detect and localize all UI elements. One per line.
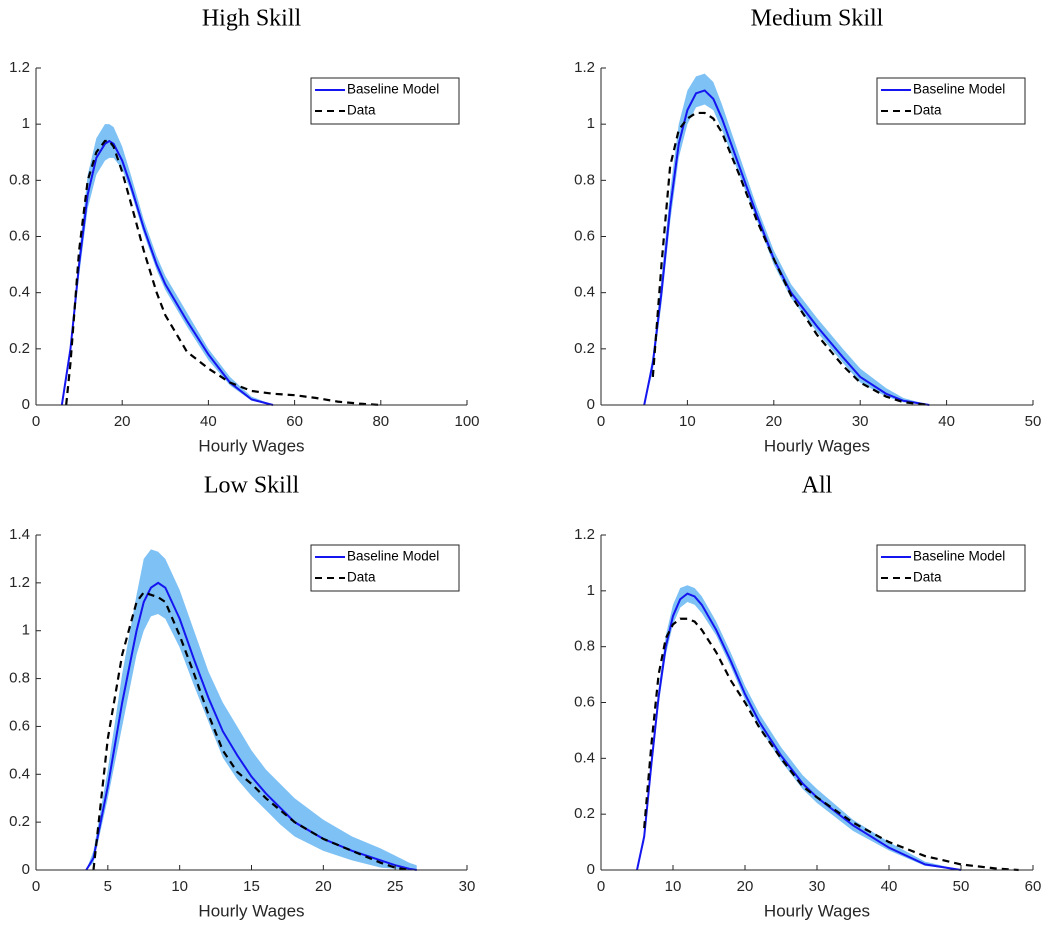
x-tick-label: 60 — [286, 413, 303, 430]
legend-label: Baseline Model — [913, 82, 1005, 97]
x-tick-label: 20 — [765, 413, 782, 430]
y-tick-label: 0.8 — [9, 171, 30, 188]
x-tick-label: 50 — [1025, 413, 1042, 430]
x-axis-label: Hourly Wages — [198, 901, 304, 920]
legend-box — [876, 77, 1026, 125]
y-tick-label: 1.2 — [9, 574, 30, 591]
y-tick-label: 1 — [587, 115, 595, 132]
confidence-band — [637, 585, 961, 870]
legend-label: Data — [913, 103, 942, 118]
series-line — [60, 139, 274, 406]
x-tick-label: 5 — [104, 878, 112, 895]
x-tick-label: 60 — [1025, 878, 1042, 895]
x-tick-label: 0 — [597, 878, 605, 895]
y-tick-label: 0.2 — [9, 340, 30, 357]
y-tick-label: 1.2 — [574, 526, 595, 543]
x-axis-label: Hourly Wages — [764, 901, 870, 920]
x-tick-label: 25 — [387, 878, 404, 895]
y-tick-label: 0.2 — [574, 805, 595, 822]
x-tick-label: 80 — [372, 413, 389, 430]
y-tick-label: 1 — [587, 582, 595, 599]
y-tick-label: 0.4 — [9, 284, 30, 301]
x-tick-label: 30 — [852, 413, 869, 430]
y-tick-label: 0.8 — [574, 638, 595, 655]
x-axis-label: Hourly Wages — [764, 436, 870, 455]
x-tick-label: 100 — [454, 413, 479, 430]
x-tick-label: 0 — [32, 413, 40, 430]
series-line — [643, 89, 930, 406]
x-tick-label: 20 — [114, 413, 131, 430]
y-tick-label: 1.2 — [9, 59, 30, 76]
y-tick-label: 0 — [587, 396, 595, 413]
legend-label: Baseline Model — [347, 82, 439, 97]
y-tick-label: 0.6 — [9, 717, 30, 734]
y-tick-label: 1.2 — [574, 59, 595, 76]
y-tick-label: 0.6 — [9, 227, 30, 244]
y-tick-label: 0.2 — [9, 813, 30, 830]
x-axis-label: Hourly Wages — [198, 436, 304, 455]
y-tick-label: 0 — [22, 861, 30, 878]
x-tick-label: 0 — [597, 413, 605, 430]
chart-title: All — [802, 473, 833, 499]
y-tick-label: 1.4 — [9, 526, 30, 543]
y-tick-label: 0.6 — [574, 693, 595, 710]
legend-box — [310, 77, 460, 125]
x-tick-label: 30 — [809, 878, 826, 895]
y-tick-label: 0.4 — [574, 284, 595, 301]
y-tick-label: 0.6 — [574, 227, 595, 244]
x-tick-label: 40 — [200, 413, 217, 430]
x-tick-label: 20 — [737, 878, 754, 895]
x-tick-label: 40 — [881, 878, 898, 895]
x-tick-label: 40 — [938, 413, 955, 430]
x-tick-label: 10 — [665, 878, 682, 895]
legend-box — [876, 544, 1026, 592]
legend-label: Data — [347, 103, 376, 118]
legend-label: Data — [347, 570, 376, 585]
y-tick-label: 0.4 — [9, 765, 30, 782]
series-line — [651, 111, 930, 407]
confidence-band — [86, 549, 417, 870]
x-tick-label: 15 — [243, 878, 260, 895]
chart-title: Medium Skill — [751, 6, 884, 32]
x-tick-label: 50 — [953, 878, 970, 895]
y-tick-label: 0.8 — [574, 171, 595, 188]
chart-title: High Skill — [202, 6, 302, 32]
series-line — [636, 592, 962, 871]
series-line — [92, 591, 410, 872]
y-tick-label: 0 — [22, 396, 30, 413]
x-tick-label: 10 — [679, 413, 696, 430]
series-line — [643, 617, 1019, 872]
y-tick-label: 0.2 — [574, 340, 595, 357]
x-tick-label: 10 — [171, 878, 188, 895]
y-tick-label: 1 — [22, 115, 30, 132]
series-line — [65, 139, 381, 407]
y-tick-label: 1 — [22, 622, 30, 639]
legend-label: Data — [913, 570, 942, 585]
legend-label: Baseline Model — [913, 549, 1005, 564]
y-tick-label: 0 — [587, 861, 595, 878]
y-tick-label: 0.8 — [9, 670, 30, 687]
x-tick-label: 30 — [459, 878, 476, 895]
chart-title: Low Skill — [204, 473, 300, 499]
y-tick-label: 0.4 — [574, 749, 595, 766]
legend-box — [310, 544, 460, 592]
legend-label: Baseline Model — [347, 549, 439, 564]
x-tick-label: 20 — [315, 878, 332, 895]
x-tick-label: 0 — [32, 878, 40, 895]
